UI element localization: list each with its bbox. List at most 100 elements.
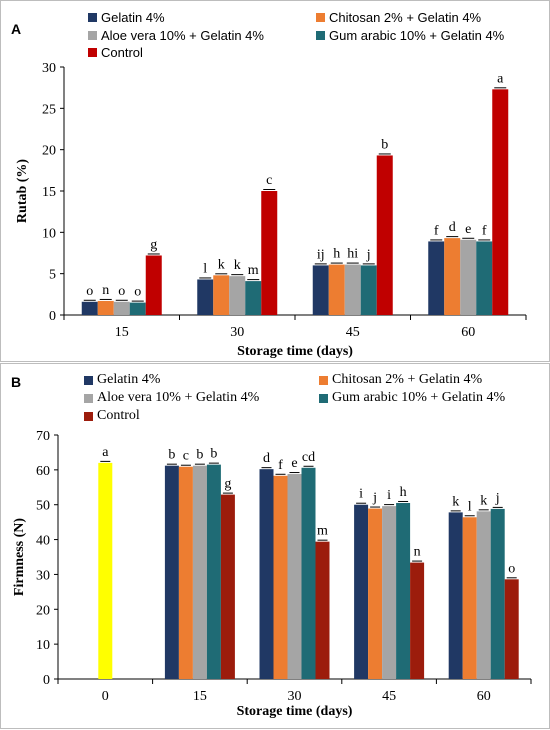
a-bar-s2-c0 [113, 301, 130, 315]
panel-label-b: B [11, 374, 22, 390]
b-bar-s0-c1-letter: b [168, 448, 175, 463]
b-bar-s4-c3 [410, 562, 425, 679]
legend-item-b-1: Chitosan 2% + Gelatin 4% [319, 372, 482, 388]
legend-swatch-b-0 [84, 375, 93, 385]
b-bar-s0-c1 [164, 465, 179, 679]
b-bar-s2-c2-letter: e [291, 456, 297, 471]
b-bar-s3-c2 [301, 467, 316, 679]
legend-item-b-3: Gum arabic 10% + Gelatin 4% [319, 390, 505, 406]
b-y-tick-label-2: 20 [36, 603, 50, 618]
b-bar-s1-c1-letter: c [183, 449, 189, 464]
b-bar-s2-c3-letter: i [387, 488, 391, 503]
b-y-tick-label-4: 40 [36, 534, 50, 549]
legend-item-a-1: Chitosan 2% + Gelatin 4% [316, 10, 481, 25]
a-bar-s4-c1-letter: c [266, 173, 272, 188]
a-bar-s3-c3-letter: f [482, 223, 487, 238]
b-y-tick-label-5: 50 [36, 499, 50, 514]
a-bar-s2-c3-letter: e [465, 222, 471, 237]
b-bar-s0-c4 [448, 512, 463, 679]
a-y-tick-label-2: 10 [42, 226, 56, 241]
chart-b-plot: 0 10 20 30 40 50 60 70 0 15 30 45 60 Storage time (da… [12, 429, 532, 719]
legend-label-a-0: Gelatin 4% [101, 10, 165, 25]
a-bar-s3-c2 [360, 265, 377, 315]
b-y-tick-label-3: 30 [36, 568, 50, 583]
a-bar-s4-c0 [145, 255, 162, 315]
b-y-tick-label-1: 10 [36, 638, 50, 653]
a-bar-s3-c1 [245, 281, 262, 315]
b-bar-s1-c2-letter: f [278, 458, 283, 473]
a-x-tick-label-1: 30 [230, 325, 244, 340]
b-bar-s0-c2 [259, 469, 274, 679]
a-bar-s1-c0-letter: n [102, 283, 109, 298]
a-x-tick-label-0: 15 [115, 325, 129, 340]
legend-item-b-2: Aloe vera 10% + Gelatin 4% [84, 390, 259, 406]
b-bar-s1-c1 [178, 466, 193, 679]
legend-label-a-4: Control [101, 45, 143, 60]
legend-label-a-2: Aloe vera 10% + Gelatin 4% [101, 28, 264, 43]
b-bar-s3-c4-letter: j [495, 491, 500, 506]
b-bar-s4-c2 [315, 541, 330, 679]
b-bar-s1-c4 [462, 517, 477, 679]
b-x-tick-label-2: 30 [288, 689, 302, 704]
a-bar-s2-c0-letter: o [118, 284, 125, 299]
b-bar-s2-c3 [382, 506, 397, 679]
b-bar-s2-c2 [287, 474, 302, 679]
b-x-axis-title: Storage time (days) [237, 704, 353, 719]
b-y-axis-title: Firmness (N) [12, 518, 27, 596]
b-bar-initial-letter: a [102, 445, 109, 460]
a-y-tick-label-3: 15 [42, 185, 56, 200]
b-bar-s0-c3 [354, 504, 369, 679]
legend-label-a-1: Chitosan 2% + Gelatin 4% [329, 10, 482, 25]
a-y-axis-title: Rutab (%) [15, 159, 30, 224]
b-x-tick-label-4: 60 [477, 689, 491, 704]
a-y-tick-label-5: 25 [42, 102, 56, 117]
legend-item-a-0: Gelatin 4% [88, 10, 165, 25]
a-bar-s3-c3 [476, 241, 493, 315]
legend-item-b-4: Control [84, 408, 140, 424]
a-bar-s2-c2 [344, 264, 361, 315]
a-bar-s1-c1-letter: k [218, 257, 225, 272]
legend-swatch-a-4 [88, 48, 97, 57]
a-bar-s4-c3-letter: a [497, 71, 504, 86]
a-bar-s4-c2 [376, 155, 393, 315]
legend-label-b-3: Gum arabic 10% + Gelatin 4% [332, 390, 506, 405]
legend-label-b-1: Chitosan 2% + Gelatin 4% [332, 372, 483, 387]
chart-panel-b: B Gelatin 4% Chitosan 2% + Gelatin 4% Al… [0, 363, 550, 729]
b-y-tick-label-6: 60 [36, 464, 50, 479]
b-bar-s1-c3 [368, 508, 383, 679]
legend-swatch-b-3 [319, 393, 328, 403]
a-y-tick-label-0: 0 [49, 309, 56, 324]
b-bar-s4-c4 [504, 579, 519, 679]
a-bar-s0-c0 [81, 301, 98, 315]
a-bar-s1-c0 [97, 300, 114, 315]
legend-swatch-a-3 [316, 31, 325, 40]
b-bar-s4-c1-letter: g [224, 477, 231, 492]
a-bar-s1-c2-letter: h [333, 247, 340, 262]
a-bar-s4-c2-letter: b [381, 137, 388, 152]
b-bar-s3-c3 [396, 502, 411, 679]
legend-swatch-b-2 [84, 393, 93, 403]
b-bar-s2-c1-letter: b [196, 448, 203, 463]
a-bar-s0-c2 [312, 265, 329, 315]
chart-a-plot: 0 5 10 15 20 25 30 15 30 45 60 Storage time (days) R… [15, 61, 527, 359]
b-bar-s4-c1 [220, 494, 235, 679]
b-bar-s1-c2 [273, 475, 288, 679]
legend-swatch-a-1 [316, 13, 325, 22]
a-x-tick-label-3: 60 [461, 325, 475, 340]
b-bar-s4-c4-letter: o [508, 561, 515, 576]
b-bar-initial [98, 462, 113, 679]
legend-swatch-b-4 [84, 411, 93, 421]
a-bar-s0-c1 [197, 279, 214, 315]
a-bar-s2-c1 [229, 276, 246, 315]
legend-item-a-4: Control [88, 45, 143, 60]
a-bar-s3-c0-letter: o [134, 285, 141, 300]
a-bar-s2-c3 [460, 239, 477, 315]
legend-item-b-0: Gelatin 4% [84, 372, 160, 388]
a-y-tick-label-4: 20 [42, 144, 56, 159]
b-y-tick-label-7: 70 [36, 429, 50, 444]
a-bar-s0-c0-letter: o [86, 284, 93, 299]
legend-label-b-0: Gelatin 4% [97, 372, 161, 387]
b-bar-s3-c1 [206, 464, 221, 679]
b-bar-s0-c3-letter: i [359, 487, 363, 502]
b-x-tick-label-1: 15 [193, 689, 207, 704]
